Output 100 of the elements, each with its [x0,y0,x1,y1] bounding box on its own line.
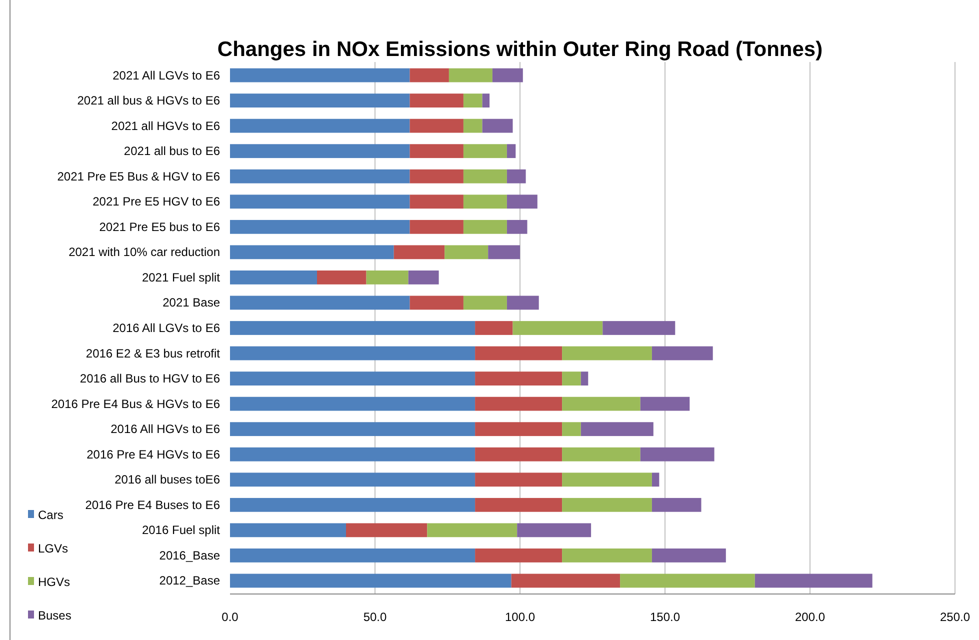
bar [475,472,562,487]
y-tick-label: 2021 Base [162,296,220,310]
bar [463,169,507,184]
bar [475,447,562,462]
y-tick-label: 2016 Pre E4 Buses to E6 [85,498,220,512]
bar [346,523,428,538]
bar [230,321,476,335]
y-tick-label: 2021 all bus to E6 [124,144,220,158]
y-tick-label: 2016_Base [159,548,220,562]
bar [620,574,755,588]
bar [506,194,538,209]
bar [562,447,640,462]
legend-label: Cars [38,508,64,522]
bar [444,245,488,260]
bar [230,574,512,588]
bar [562,472,652,487]
bar [230,422,476,436]
bar [410,169,464,184]
bar [230,245,394,260]
bar [410,118,464,133]
bar [652,472,660,487]
bar [482,118,513,133]
bar [230,498,476,512]
bar [517,523,592,538]
bar [230,396,476,411]
y-tick-label: 2016 all buses toE6 [114,472,220,487]
y-tick-label: 2016 E2 & E3 bus retrofit [86,346,221,360]
bar [230,68,410,82]
bar [230,523,346,538]
y-tick-label: 2016 all Bus to HGV to E6 [80,372,220,386]
bar [230,118,410,133]
bar [475,346,562,360]
bar [652,498,702,512]
bar [463,194,507,209]
bar [410,94,464,108]
bar [492,68,523,82]
bar [652,346,713,360]
bar [230,447,476,462]
bar [580,372,588,386]
y-tick-label: 2012_Base [159,574,220,588]
bar [230,194,410,209]
y-tick-label: 2021 all HGVs to E6 [111,118,220,133]
bar [475,548,562,562]
bar [506,169,526,184]
bar [448,68,492,82]
bar [562,396,640,411]
bar [562,422,581,436]
y-tick-label: 2016 All HGVs to E6 [110,422,220,436]
legend-label: Buses [38,608,72,622]
bar [463,220,507,234]
bar [488,245,520,260]
y-tick-label: 2016 Fuel split [142,523,221,538]
bar [652,548,726,562]
bar [427,523,518,538]
bar [230,296,410,310]
bar [463,118,482,133]
bar [511,574,620,588]
x-tick-label: 200.0 [794,610,826,624]
bar [410,220,464,234]
x-tick-label: 100.0 [504,610,536,624]
y-tick-label: 2021 Fuel split [142,270,221,284]
y-tick-label: 2021 Pre E5 Bus & HGV to E6 [57,169,220,184]
bar [602,321,676,335]
bar [230,270,317,284]
bar [754,574,872,588]
bar [475,498,562,512]
bar [512,321,603,335]
bar [482,94,490,108]
bar [230,548,476,562]
bar [410,144,464,158]
bar [475,372,562,386]
chart-title: Changes in NOx Emissions within Outer Ring Road (Tonnes) [217,38,823,61]
x-tick-label: 0.0 [222,610,239,624]
bar [410,194,464,209]
bar [366,270,408,284]
bar [463,296,507,310]
bar [230,372,476,386]
x-tick-label: 50.0 [363,610,387,624]
bar [230,144,410,158]
y-tick-label: 2016 Pre E4 HGVs to E6 [86,447,220,462]
bar [230,472,476,487]
y-tick-label: 2021 all bus & HGVs to E6 [77,94,220,108]
bar [475,396,562,411]
y-tick-label: 2016 All LGVs to E6 [112,321,220,335]
bar [506,220,528,234]
x-tick-label: 150.0 [650,610,680,624]
bar [506,144,516,158]
bar [463,94,482,108]
y-tick-label: 2021 Pre E5 HGV to E6 [92,194,220,209]
legend-label: HGVs [38,575,70,589]
bar [506,296,539,310]
x-tick-label: 250.0 [940,610,970,624]
y-tick-label: 2021 Pre E5 bus to E6 [99,220,220,234]
bar [562,372,581,386]
bar [562,548,652,562]
bar [562,498,652,512]
bar [410,68,449,82]
bar [640,396,690,411]
bar [475,321,513,335]
bar [317,270,366,284]
